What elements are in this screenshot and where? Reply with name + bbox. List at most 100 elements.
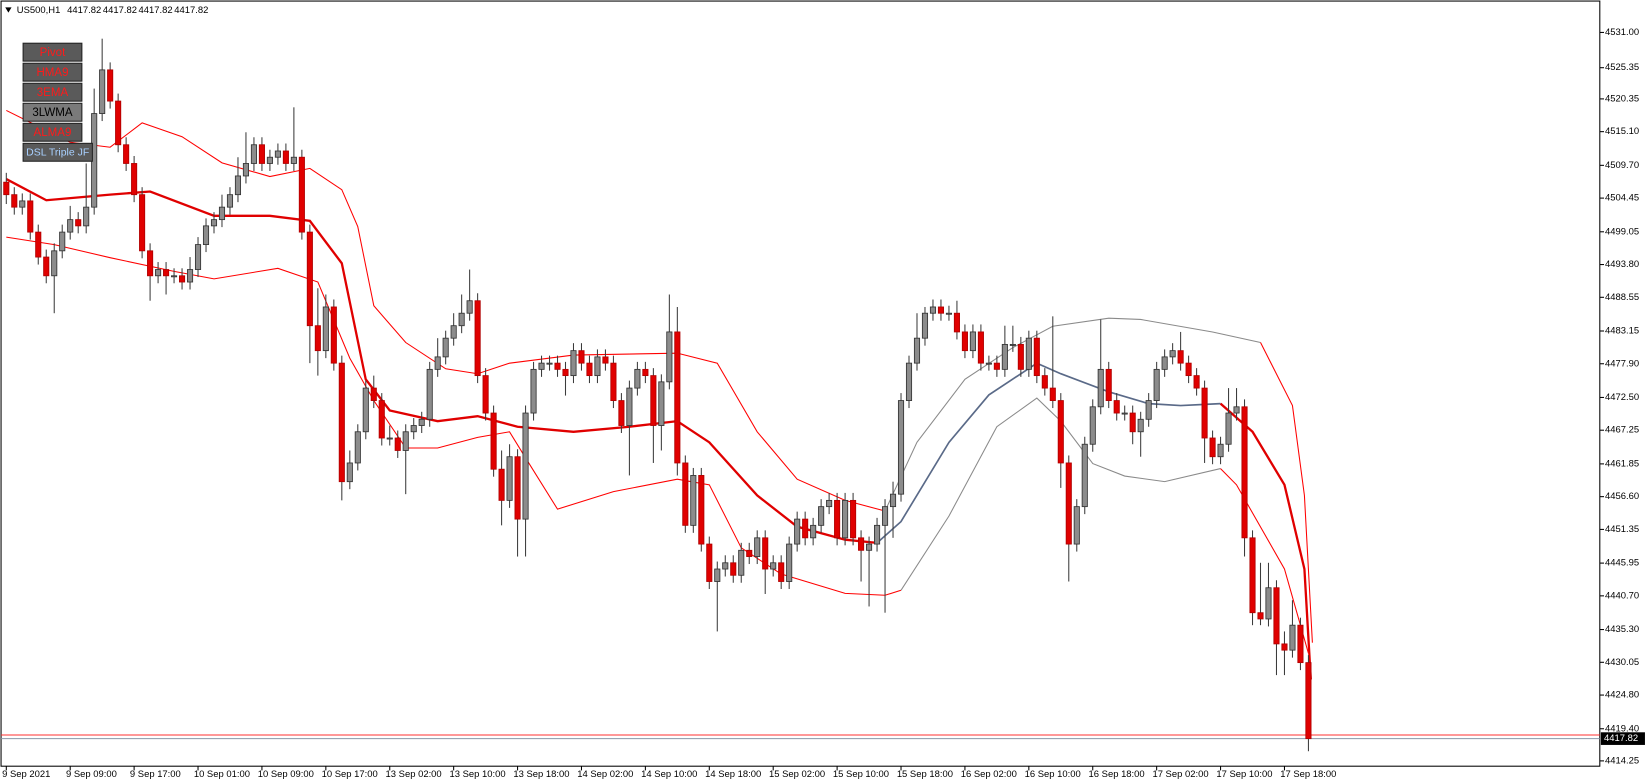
y-tick-label: 4461.85	[1605, 458, 1639, 469]
candle-body	[131, 163, 138, 196]
x-tick-label: 10 Sep 09:00	[258, 769, 314, 780]
candle-body	[314, 325, 321, 352]
candle-body	[810, 524, 817, 539]
candle-body	[738, 549, 745, 576]
candle-body	[754, 537, 761, 557]
candle-body	[953, 312, 960, 333]
candle-body	[594, 356, 601, 377]
indicator-button[interactable]: Pivot	[22, 42, 83, 62]
candle-body	[394, 437, 401, 451]
candle-body	[634, 368, 641, 389]
y-tick-label: 4504.45	[1605, 193, 1639, 204]
candle-body	[642, 368, 649, 377]
button-bg[interactable]	[22, 82, 83, 102]
indicator-button[interactable]: HMA9	[22, 62, 83, 82]
indicator-buttons: Pivot HMA9 3EMA 3LWMA ALMA9 DSL Triple JF	[22, 42, 93, 162]
y-tick-label: 4430.05	[1605, 657, 1639, 668]
candle-body	[59, 231, 66, 252]
candle-body	[482, 375, 489, 414]
x-tick-label: 9 Sep 17:00	[130, 769, 181, 780]
x-tick-label: 10 Sep 17:00	[322, 769, 378, 780]
x-tick-label: 15 Sep 18:00	[897, 769, 953, 780]
candle-body	[794, 518, 801, 545]
candle-body	[1169, 350, 1176, 358]
candle-body	[1153, 368, 1160, 401]
candle-body	[466, 300, 473, 314]
menu-arrow[interactable]	[5, 7, 12, 13]
candle-body	[322, 306, 329, 352]
candle-body	[179, 275, 186, 283]
indicator-button[interactable]: 3LWMA	[22, 102, 83, 122]
button-bg[interactable]	[22, 142, 93, 162]
candle-body	[1025, 337, 1032, 370]
x-tick-label: 14 Sep 18:00	[705, 769, 761, 780]
candle-body	[43, 256, 50, 277]
candle-body	[889, 493, 897, 508]
candle-body	[826, 499, 833, 508]
candle-body	[426, 368, 433, 420]
candle-body	[1265, 587, 1272, 620]
candle-body	[282, 150, 289, 164]
candle-body	[1233, 406, 1240, 414]
candle-body	[690, 475, 697, 526]
candle-body	[458, 312, 465, 327]
candle-body	[234, 175, 242, 196]
indicator-button[interactable]: DSL Triple JF	[22, 142, 93, 162]
button-label[interactable]: Pivot	[40, 47, 66, 59]
candle-body	[554, 362, 561, 370]
candle-body	[1225, 412, 1232, 445]
candle-body	[386, 437, 393, 440]
y-tick-label: 4456.60	[1605, 491, 1639, 502]
button-label[interactable]: 3LWMA	[32, 107, 72, 119]
x-tick-label: 10 Sep 01:00	[194, 769, 250, 780]
candle-body	[1017, 343, 1024, 370]
candle-body	[1289, 624, 1296, 651]
button-label[interactable]: DSL Triple JF	[26, 147, 89, 159]
button-bg[interactable]	[22, 62, 83, 82]
candle-body	[402, 431, 409, 451]
indicator-button[interactable]: 3EMA	[22, 82, 83, 102]
indicator-button[interactable]: ALMA9	[22, 122, 83, 142]
candle-body	[1033, 337, 1040, 377]
indicator-line	[1220, 468, 1309, 654]
candle-body	[714, 568, 721, 582]
button-label[interactable]: ALMA9	[34, 127, 72, 139]
candle-body	[762, 537, 769, 570]
candle-body	[1177, 350, 1184, 364]
candle-body	[1097, 368, 1104, 408]
candle-body	[802, 518, 809, 539]
y-tick-label: 4488.55	[1605, 292, 1639, 303]
candle-body	[842, 499, 849, 539]
candle-body	[706, 543, 713, 582]
button-bg[interactable]	[22, 42, 83, 62]
candle-body	[258, 144, 265, 164]
candle-body	[905, 362, 913, 401]
candle-body	[650, 375, 657, 426]
y-tick-label: 4451.35	[1605, 524, 1639, 535]
candle-body	[929, 306, 937, 314]
candle-body	[1049, 387, 1056, 401]
button-label[interactable]: 3EMA	[37, 87, 69, 99]
candle-body	[698, 475, 705, 545]
button-bg[interactable]	[22, 122, 83, 142]
candle-body	[346, 462, 353, 483]
candle-body	[786, 543, 793, 582]
y-tick-label: 4435.30	[1605, 624, 1639, 635]
button-label[interactable]: HMA9	[36, 67, 68, 79]
candle-body	[1305, 662, 1312, 740]
candle-body	[99, 69, 106, 114]
x-tick-label: 9 Sep 09:00	[66, 769, 117, 780]
y-tick-label: 4525.35	[1605, 62, 1639, 73]
candle-body	[210, 219, 218, 227]
indicator-line	[5, 178, 878, 545]
y-tick-label: 4477.90	[1605, 358, 1639, 369]
x-tick-label: 16 Sep 10:00	[1025, 769, 1081, 780]
button-bg[interactable]	[22, 102, 83, 122]
plot-frame	[0, 0, 1601, 767]
candle-body	[578, 350, 585, 364]
candle-body	[498, 468, 505, 501]
candle-body	[506, 456, 513, 501]
candle-body	[570, 350, 577, 377]
candle-body	[67, 219, 74, 233]
x-tick-label: 15 Sep 02:00	[769, 769, 825, 780]
